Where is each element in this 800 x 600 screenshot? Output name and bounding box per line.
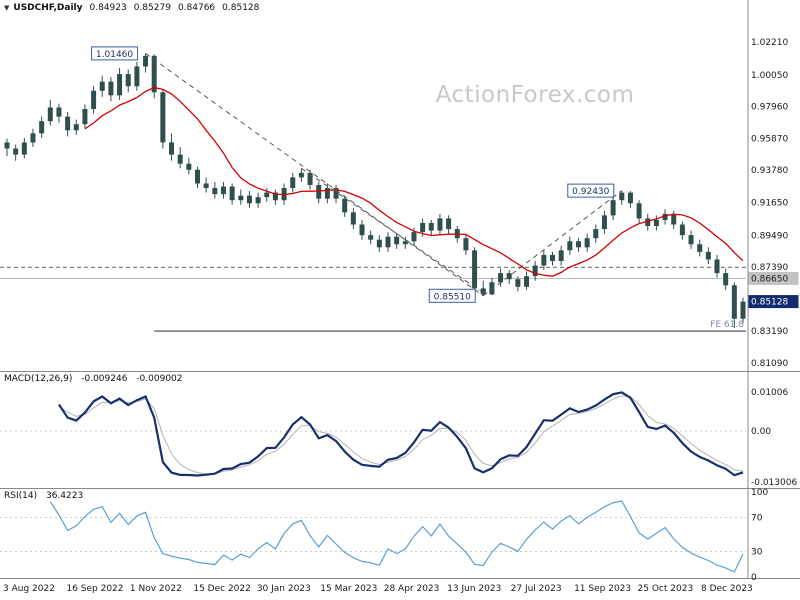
ohlc-low: 0.84766 bbox=[177, 3, 216, 13]
candlestick-series bbox=[4, 53, 746, 329]
svg-text:0.95870: 0.95870 bbox=[751, 134, 788, 144]
rsi-line bbox=[49, 500, 744, 573]
svg-text:100: 100 bbox=[751, 488, 768, 498]
symbol-timeframe: USDCHF,Daily bbox=[13, 3, 83, 13]
ohlc-open: 0.84923 bbox=[89, 3, 127, 13]
x-axis-labels: 3 Aug 2022 16 Sep 2022 1 Nov 2022 15 Dec 20… bbox=[3, 584, 753, 594]
svg-text:0.85510: 0.85510 bbox=[434, 292, 471, 302]
svg-text:0.81090: 0.81090 bbox=[751, 359, 788, 369]
macd-line bbox=[58, 391, 744, 477]
trendlines bbox=[145, 52, 623, 297]
symbol-marker-icon: ▼ bbox=[4, 4, 10, 12]
svg-text:0.97960: 0.97960 bbox=[751, 103, 788, 113]
svg-text:27 Jul 2023: 27 Jul 2023 bbox=[511, 584, 562, 594]
panel-separators bbox=[0, 0, 800, 579]
price-callouts: 1.01460 0.92430 0.85510 bbox=[91, 46, 615, 303]
svg-text:11 Sep 2023: 11 Sep 2023 bbox=[574, 584, 631, 594]
svg-text:70: 70 bbox=[751, 514, 763, 524]
svg-text:0.86650: 0.86650 bbox=[751, 274, 788, 284]
svg-text:0.85128: 0.85128 bbox=[751, 298, 788, 308]
svg-text:0.01006: 0.01006 bbox=[751, 388, 788, 398]
rsi-title: RSI(14) bbox=[4, 491, 38, 501]
rsi-panel: 100 70 30 0 bbox=[0, 488, 768, 583]
macd-panel: 0.01006 0.00 -0.013006 bbox=[0, 388, 797, 488]
chart-header: ▼ USDCHF,Daily 0.84923 0.85279 0.84766 0… bbox=[4, 3, 266, 13]
svg-text:0.89490: 0.89490 bbox=[751, 231, 788, 241]
svg-text:0.83190: 0.83190 bbox=[751, 327, 788, 337]
svg-text:FE 61.8: FE 61.8 bbox=[710, 320, 744, 330]
price-axis-labels: 1.02210 1.00050 0.97960 0.95870 0.93780 0.916… bbox=[748, 38, 799, 369]
macd-signal-line bbox=[58, 395, 744, 475]
svg-text:3 Aug 2022: 3 Aug 2022 bbox=[3, 584, 55, 594]
svg-text:0.93780: 0.93780 bbox=[751, 166, 788, 176]
svg-text:1 Nov 2022: 1 Nov 2022 bbox=[130, 584, 182, 594]
last-price-tag bbox=[748, 295, 799, 309]
svg-text:8 Dec 2023: 8 Dec 2023 bbox=[701, 584, 753, 594]
svg-text:13 Jun 2023: 13 Jun 2023 bbox=[447, 584, 501, 594]
svg-text:16 Sep 2022: 16 Sep 2022 bbox=[66, 584, 123, 594]
rsi-value: 36.4223 bbox=[45, 491, 84, 501]
svg-text:30: 30 bbox=[751, 548, 763, 558]
svg-text:15 Mar 2023: 15 Mar 2023 bbox=[320, 584, 377, 594]
svg-text:0.87390: 0.87390 bbox=[751, 263, 788, 273]
svg-text:0.00: 0.00 bbox=[751, 427, 771, 437]
svg-text:25 Oct 2023: 25 Oct 2023 bbox=[638, 584, 694, 594]
fe-projection: FE 61.8 bbox=[154, 320, 746, 332]
ohlc-high: 0.85279 bbox=[133, 3, 171, 13]
rsi-header: RSI(14) 36.4223 bbox=[4, 491, 89, 501]
svg-text:0: 0 bbox=[751, 573, 757, 583]
svg-text:1.01460: 1.01460 bbox=[96, 50, 133, 60]
macd-value-main: -0.009246 bbox=[81, 374, 128, 384]
svg-text:0.92430: 0.92430 bbox=[572, 187, 609, 197]
svg-text:1.00050: 1.00050 bbox=[751, 71, 788, 81]
price-level-lines bbox=[0, 266, 746, 279]
svg-text:15 Dec 2022: 15 Dec 2022 bbox=[193, 584, 251, 594]
level-tag bbox=[748, 271, 799, 285]
svg-text:-0.013006: -0.013006 bbox=[751, 478, 797, 488]
macd-header: MACD(12,26,9) -0.009246 -0.009002 bbox=[4, 374, 189, 384]
macd-value-signal: -0.009002 bbox=[136, 374, 183, 384]
ohlc-close: 0.85128 bbox=[222, 3, 260, 13]
svg-text:28 Apr 2023: 28 Apr 2023 bbox=[384, 584, 440, 594]
moving-average-line bbox=[84, 86, 744, 277]
svg-text:30 Jan 2023: 30 Jan 2023 bbox=[257, 584, 311, 594]
watermark: ActionForex.com bbox=[435, 82, 635, 108]
svg-text:1.02210: 1.02210 bbox=[751, 38, 788, 48]
svg-text:0.91650: 0.91650 bbox=[751, 198, 788, 208]
macd-title: MACD(12,26,9) bbox=[4, 374, 73, 384]
